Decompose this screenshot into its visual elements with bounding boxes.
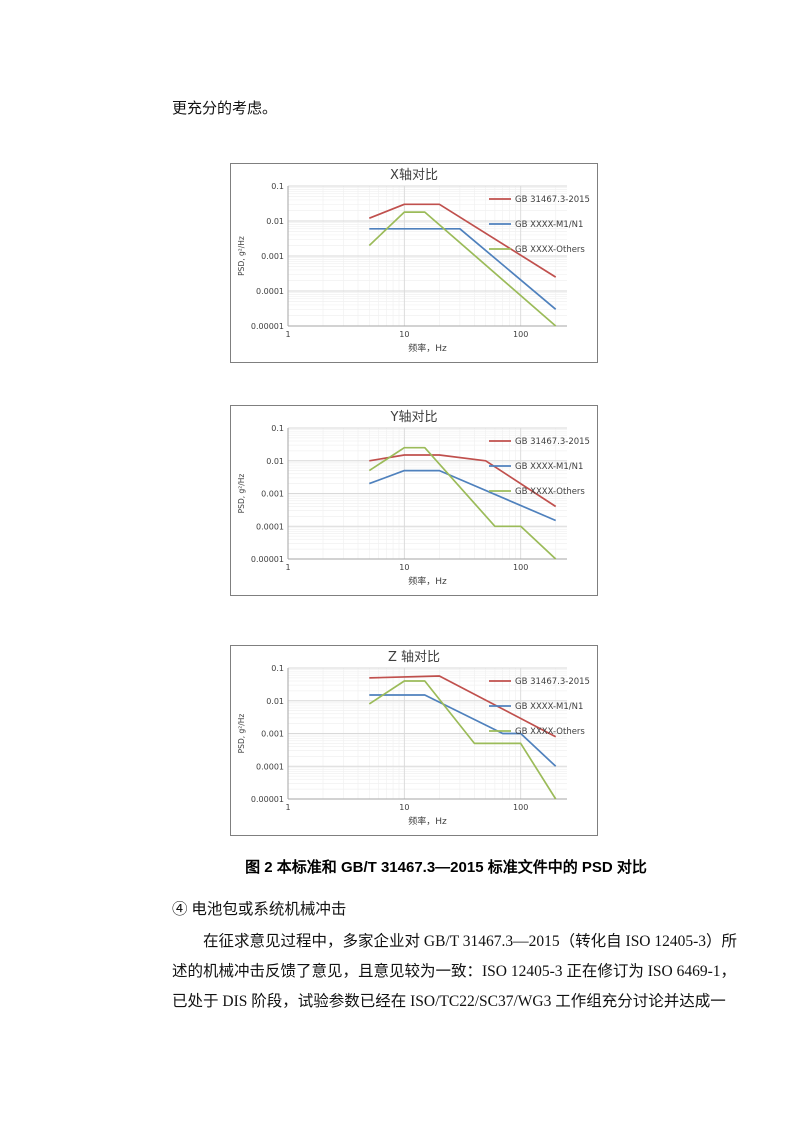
legend-label: GB XXXX-M1/N1 (515, 220, 583, 230)
legend-label: GB XXXX-Others (515, 727, 585, 737)
series-line (368, 446, 557, 560)
y-tick-label: 0.0001 (256, 287, 284, 296)
y-tick-label: 0.00001 (251, 795, 284, 804)
y-axis-label: PSD, g²/Hz (237, 714, 246, 754)
chart-title: Y轴对比 (390, 410, 438, 425)
y-axis-label: PSD, g²/Hz (237, 236, 246, 276)
y-tick-label: 0.01 (266, 457, 284, 466)
x-tick-label: 100 (513, 803, 528, 812)
y-tick-label: 0.1 (271, 182, 284, 191)
x-tick-label: 10 (399, 330, 409, 339)
y-tick-label: 0.001 (261, 730, 284, 739)
x-tick-label: 1 (285, 803, 290, 812)
series-line (368, 680, 557, 800)
series-line (369, 227, 557, 310)
y-tick-label: 0.01 (266, 697, 284, 706)
y-tick-label: 0.01 (266, 217, 284, 226)
chart-title: X轴对比 (390, 168, 438, 183)
x-axis-label: 频率，Hz (408, 342, 447, 354)
y-tick-label: 0.1 (271, 424, 284, 433)
chart-x-axis-psd-comparison: 0.1 0.01 0.001 0.0001 0.00001 1 10 100 PSD, g²/H… (230, 163, 598, 363)
legend-label: GB 31467.3-2015 (515, 677, 590, 687)
x-axis-label: 频率，Hz (408, 815, 447, 827)
y-tick-label: 0.00001 (251, 322, 284, 331)
x-tick-label: 100 (513, 563, 528, 572)
figure-caption: 图 2 本标准和 GB/T 31467.3—2015 标准文件中的 PSD 对比 (245, 859, 647, 876)
x-tick-label: 10 (399, 803, 409, 812)
legend-label: GB XXXX-M1/N1 (515, 462, 583, 472)
x-tick-label: 10 (399, 563, 409, 572)
paragraph-line: 已处于 DIS 阶段，试验参数已经在 ISO/TC22/SC37/WG3 工作组… (172, 993, 726, 1010)
y-tick-label: 0.0001 (256, 522, 284, 531)
series-line (368, 211, 557, 327)
chart-z-axis-psd-comparison: 0.1 0.01 0.001 0.0001 0.00001 1 10 100 PSD, g²/H… (230, 645, 598, 836)
series-line (369, 454, 557, 508)
chart-y-axis-psd-comparison: 0.1 0.01 0.001 0.0001 0.00001 1 10 100 PSD, g²/H… (230, 405, 598, 596)
paragraph-line: 在征求意见过程中，多家企业对 GB/T 31467.3—2015（转化自 ISO… (203, 933, 738, 950)
series-line (368, 203, 557, 278)
legend-label: GB XXXX-Others (515, 245, 585, 255)
series-line (369, 694, 557, 767)
y-axis-label: PSD, g²/Hz (237, 474, 246, 514)
y-tick-label: 0.00001 (251, 555, 284, 564)
series-line (369, 469, 557, 522)
legend-label: GB 31467.3-2015 (515, 195, 590, 205)
chart-title: Z 轴对比 (388, 650, 440, 665)
body-paragraph: 在征求意见过程中，多家企业对 GB/T 31467.3—2015（转化自 ISO… (172, 927, 738, 1017)
y-tick-label: 0.001 (261, 252, 284, 261)
legend-label: GB XXXX-M1/N1 (515, 702, 583, 712)
lead-paragraph: 更充分的考虑。 (172, 101, 278, 117)
legend-label: GB 31467.3-2015 (515, 437, 590, 447)
paragraph-line: 述的机械冲击反馈了意见，且意见较为一致：ISO 12405-3 正在修订为 IS… (172, 963, 737, 980)
series-line (369, 675, 557, 738)
x-tick-label: 1 (285, 563, 290, 572)
x-tick-label: 100 (513, 330, 528, 339)
legend-label: GB XXXX-Others (515, 487, 585, 497)
list-item-4: ④ 电池包或系统机械冲击 (172, 901, 347, 918)
x-tick-label: 1 (285, 330, 290, 339)
y-tick-label: 0.1 (271, 664, 284, 673)
y-tick-label: 0.0001 (256, 762, 284, 771)
y-tick-label: 0.001 (261, 490, 284, 499)
x-axis-label: 频率，Hz (408, 575, 447, 587)
